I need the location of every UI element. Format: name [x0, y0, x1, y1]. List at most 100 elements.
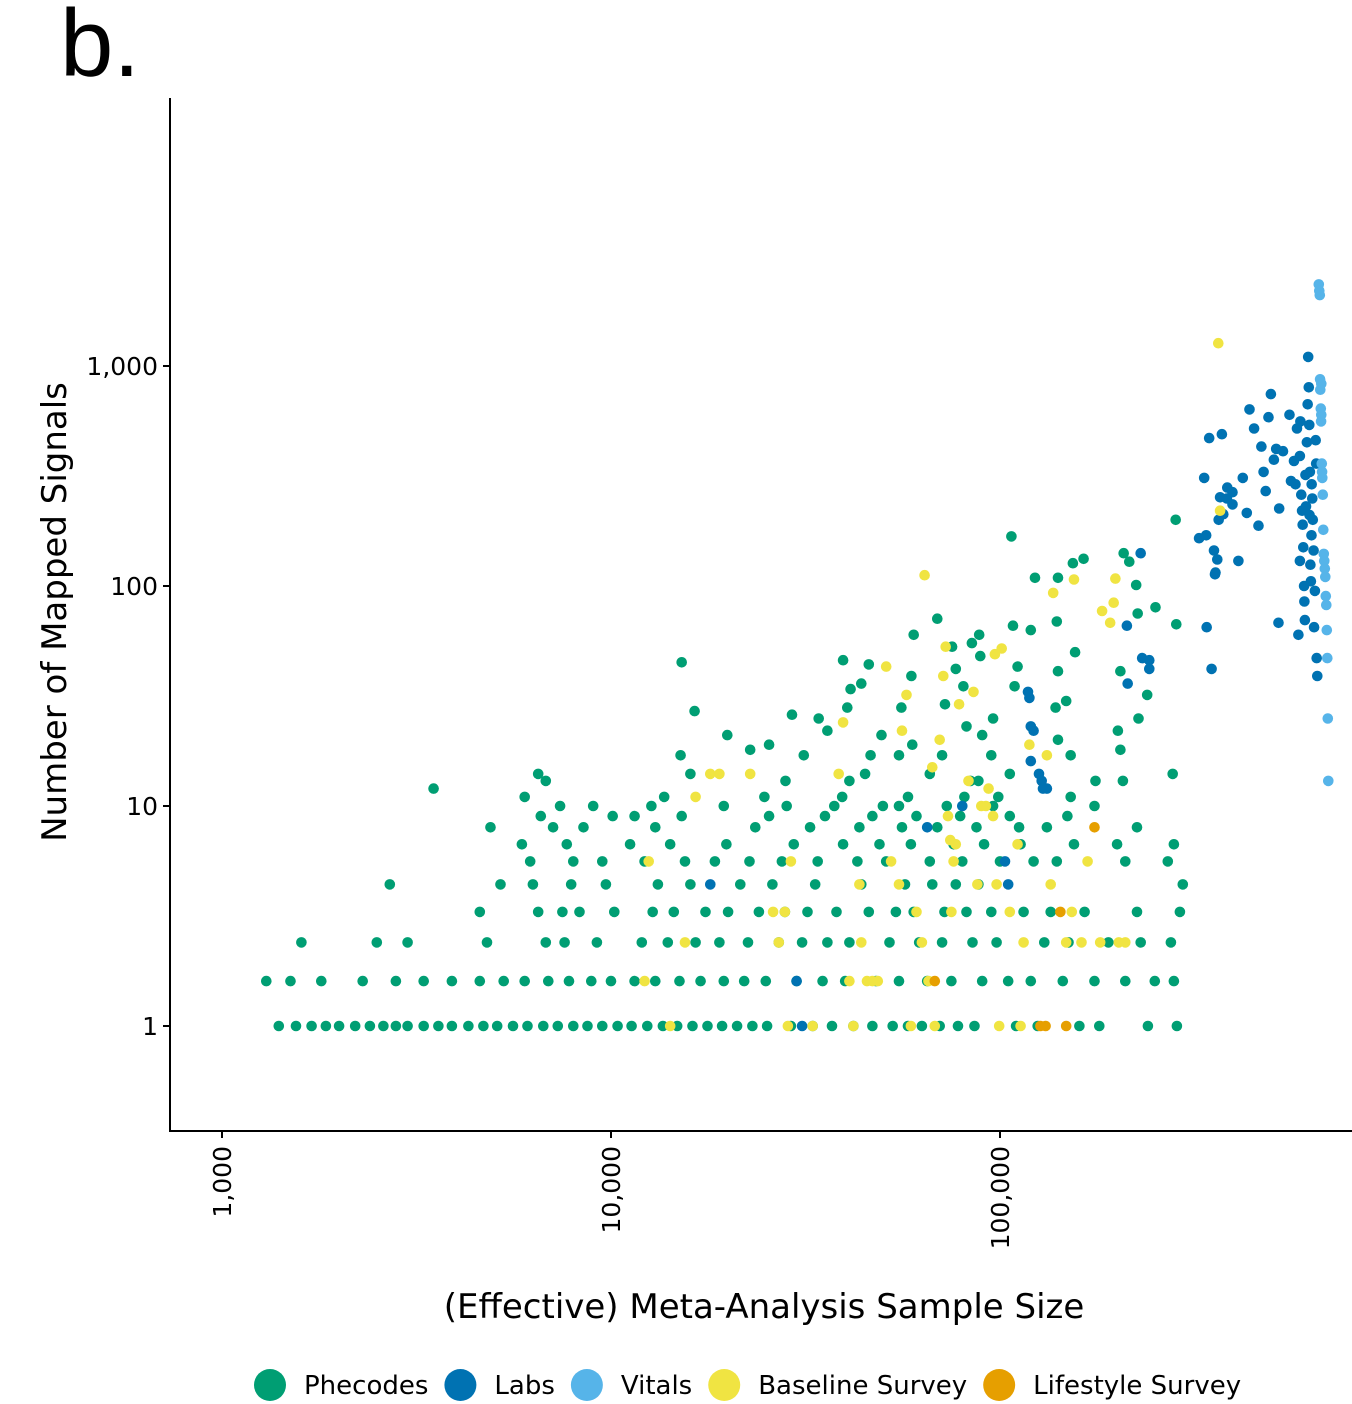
point-baseline-survey [942, 810, 954, 822]
point-baseline-survey [639, 975, 650, 987]
point-phecodes [952, 1020, 964, 1032]
point-baseline-survey [896, 725, 908, 736]
point-phecodes [1028, 856, 1039, 867]
point-baseline-survey [807, 1020, 818, 1032]
point-baseline-survey [1076, 937, 1087, 948]
point-phecodes [532, 906, 544, 918]
point-phecodes [1130, 579, 1142, 591]
point-phecodes [1069, 646, 1081, 658]
point-labs [1298, 542, 1309, 553]
point-phecodes [552, 1020, 564, 1032]
point-phecodes [402, 937, 413, 948]
point-baseline-survey [893, 879, 905, 890]
point-vitals [1321, 624, 1333, 636]
point-phecodes [433, 1020, 444, 1032]
legend-label-baseline-survey: Baseline Survey [758, 1371, 967, 1401]
point-phecodes [1068, 839, 1080, 850]
point-phecodes [950, 663, 962, 675]
point-phecodes [495, 879, 506, 890]
point-phecodes [844, 775, 855, 787]
legend: Phecodes Labs Vitals Baseline Survey Lifesty… [254, 1369, 1241, 1401]
point-labs [1265, 388, 1277, 400]
point-baseline-survey [1066, 906, 1078, 918]
point-lifestyle-survey [929, 975, 941, 987]
point-phecodes [607, 810, 618, 822]
point-baseline-survey [833, 768, 844, 780]
point-phecodes [865, 750, 876, 761]
point-phecodes [958, 681, 969, 692]
legend-label-phecodes: Phecodes [304, 1371, 428, 1401]
point-phecodes [1111, 839, 1123, 850]
point-phecodes [957, 856, 968, 867]
point-labs [1299, 596, 1310, 607]
point-phecodes [636, 937, 648, 948]
point-baseline-survey [782, 1020, 794, 1032]
point-phecodes [744, 744, 756, 756]
x-tick-label: 100,000 [986, 1146, 1015, 1249]
point-phecodes [893, 750, 905, 761]
point-phecodes [1168, 839, 1180, 850]
point-phecodes [718, 800, 730, 812]
point-phecodes [574, 906, 585, 918]
point-baseline-survey [938, 670, 949, 682]
point-phecodes [650, 822, 661, 833]
legend-label-vitals: Vitals [621, 1371, 692, 1401]
point-baseline-survey [705, 768, 716, 780]
point-phecodes [941, 800, 953, 812]
legend-marker-lifestyle-survey [983, 1369, 1016, 1401]
point-labs [1308, 621, 1320, 633]
point-phecodes [349, 1020, 361, 1032]
point-phecodes [1131, 822, 1143, 833]
point-phecodes [950, 879, 962, 890]
point-labs [1203, 432, 1215, 444]
point-phecodes [863, 906, 875, 918]
legend-label-labs: Labs [494, 1371, 554, 1401]
point-labs [1311, 652, 1322, 664]
point-phecodes [1009, 681, 1020, 692]
point-phecodes [874, 839, 885, 850]
point-phecodes [582, 1020, 593, 1032]
point-vitals [1316, 458, 1328, 469]
point-phecodes [856, 678, 867, 689]
point-labs [1258, 466, 1269, 478]
point-labs [1208, 545, 1220, 556]
point-labs [1308, 545, 1319, 556]
point-baseline-survey [1004, 906, 1016, 918]
point-phecodes [290, 1020, 302, 1032]
point-phecodes [561, 839, 573, 850]
point-phecodes [306, 1020, 317, 1032]
point-baseline-survey [940, 641, 951, 652]
point-phecodes [722, 906, 734, 918]
point-labs [1307, 514, 1319, 526]
point-phecodes [831, 906, 842, 918]
point-baseline-survey [1012, 839, 1023, 850]
point-baseline-survey [968, 686, 979, 698]
point-labs [1212, 554, 1223, 565]
point-phecodes [876, 729, 887, 741]
legend-marker-baseline-survey [708, 1369, 741, 1401]
legend-marker-labs [444, 1369, 477, 1401]
point-phecodes [1132, 608, 1143, 619]
point-labs [921, 822, 933, 833]
x-axis-title: (Effective) Meta-Analysis Sample Size [444, 1287, 1085, 1327]
point-baseline-survey [1082, 856, 1093, 867]
point-labs [1312, 670, 1323, 682]
point-phecodes [837, 839, 849, 850]
point-phecodes [674, 975, 685, 987]
point-labs [1248, 423, 1260, 434]
point-phecodes [896, 702, 907, 713]
point-labs [1303, 382, 1315, 393]
legend-label-lifestyle-survey: Lifestyle Survey [1033, 1371, 1241, 1401]
point-phecodes [626, 1020, 637, 1032]
point-baseline-survey [972, 879, 983, 890]
point-phecodes [781, 800, 792, 812]
point-labs [1256, 441, 1267, 452]
point-baseline-survey [996, 643, 1007, 654]
point-labs [1284, 409, 1295, 421]
legend-marker-phecodes [254, 1369, 286, 1401]
point-phecodes [1013, 822, 1025, 833]
point-phecodes [837, 654, 849, 666]
point-phecodes [1117, 775, 1129, 787]
point-phecodes [1089, 800, 1100, 812]
point-phecodes [747, 1020, 758, 1032]
